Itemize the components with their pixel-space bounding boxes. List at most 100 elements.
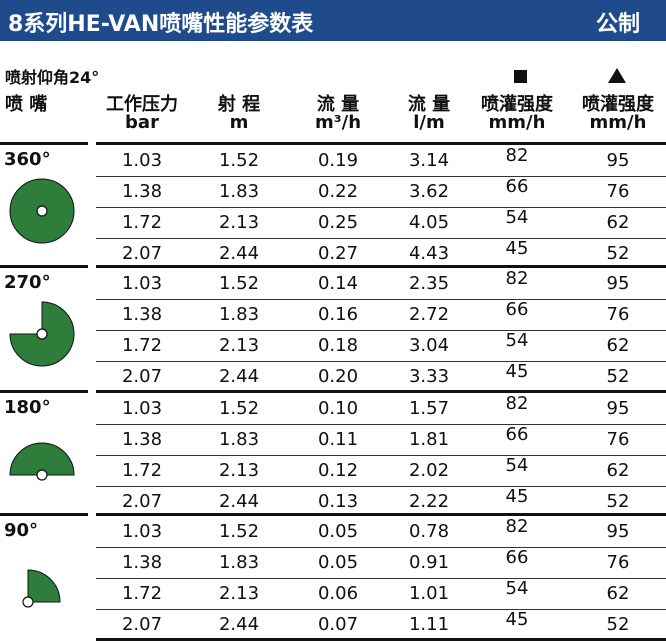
table-cell: 52 — [606, 614, 630, 635]
row-divider — [96, 361, 666, 362]
table-bottom-rule — [96, 638, 666, 641]
column-header-line1: 喷灌强度 — [481, 94, 553, 115]
table-cell: 2.13 — [218, 583, 260, 604]
table-cell: 82 — [505, 393, 529, 414]
nozzle-360-icon — [9, 178, 75, 244]
table-cell: 1.03 — [121, 150, 163, 171]
table-cell: 2.22 — [408, 491, 450, 512]
group-top-rule — [96, 265, 666, 268]
table-cell: 1.03 — [121, 521, 163, 542]
nozzle-spray-shape — [9, 301, 75, 367]
page-title: 8系列HE-VAN喷嘴性能参数表 — [8, 12, 314, 37]
column-header-precip-triangle: 喷灌强度 mm/h — [572, 96, 664, 132]
table-cell: 1.11 — [408, 614, 450, 635]
table-cell: 2.13 — [218, 460, 260, 481]
table-cell: 2.72 — [408, 304, 450, 325]
row-divider — [96, 486, 666, 487]
table-cell: 0.27 — [317, 243, 359, 264]
table-cell: 2.44 — [218, 614, 260, 635]
table-cell: 76 — [606, 181, 630, 202]
row-divider — [96, 455, 666, 456]
table-cell: 1.38 — [121, 429, 163, 450]
table-cell: 1.81 — [408, 429, 450, 450]
nozzle-270-icon — [9, 301, 75, 367]
table-cell: 0.22 — [317, 181, 359, 202]
column-header-flow-m3h: 流 量 m³/h — [290, 96, 386, 132]
table-cell: 95 — [606, 398, 630, 419]
table-cell: 62 — [606, 460, 630, 481]
table-cell: 0.16 — [317, 304, 359, 325]
nozzle-spray-shape — [9, 442, 75, 476]
table-cell: 45 — [505, 609, 529, 630]
table-cell: 62 — [606, 583, 630, 604]
table-cell: 0.12 — [317, 460, 359, 481]
table-cell: 1.38 — [121, 181, 163, 202]
table-cell: 62 — [606, 335, 630, 356]
table-cell: 76 — [606, 552, 630, 573]
column-header-line2: m — [229, 112, 249, 133]
table-cell: 66 — [505, 424, 529, 445]
table-cell: 0.19 — [317, 150, 359, 171]
table-cell: 1.83 — [218, 429, 260, 450]
table-cell: 95 — [606, 150, 630, 171]
table-cell: 66 — [505, 547, 529, 568]
table-cell: 54 — [505, 455, 529, 476]
table-cell: 2.44 — [218, 491, 260, 512]
column-header-line1: 流 量 — [316, 94, 360, 115]
nozzle-90-icon — [22, 569, 61, 608]
table-cell: 2.07 — [121, 614, 163, 635]
column-header-pressure: 工作压力 bar — [96, 96, 188, 132]
title-bar: 8系列HE-VAN喷嘴性能参数表 公制 — [0, 0, 666, 41]
group-top-rule — [96, 142, 666, 145]
row-divider — [96, 547, 666, 548]
table-cell: 2.35 — [408, 273, 450, 294]
table-cell: 2.07 — [121, 491, 163, 512]
column-header-line2: bar — [125, 112, 159, 133]
table-cell: 1.52 — [218, 398, 260, 419]
table-cell: 54 — [505, 207, 529, 228]
column-header-line1: 工作压力 — [106, 94, 178, 115]
nozzle-hub — [22, 596, 34, 608]
table-cell: 1.83 — [218, 181, 260, 202]
table-cell: 0.07 — [317, 614, 359, 635]
nozzle-angle-label: 180° — [4, 397, 51, 418]
table-cell: 2.44 — [218, 243, 260, 264]
group-top-rule — [0, 390, 88, 393]
table-cell: 82 — [505, 268, 529, 289]
column-header-line2: mm/h — [488, 112, 546, 133]
table-cell: 3.33 — [408, 366, 450, 387]
row-divider — [96, 330, 666, 331]
nozzle-hub — [36, 205, 48, 217]
table-cell: 95 — [606, 273, 630, 294]
group-top-rule — [96, 390, 666, 393]
table-cell: 2.07 — [121, 243, 163, 264]
nozzle-hub — [36, 469, 48, 481]
square-marker-icon — [514, 70, 527, 83]
table-cell: 52 — [606, 366, 630, 387]
table-cell: 45 — [505, 361, 529, 382]
table-cell: 1.52 — [218, 150, 260, 171]
table-cell: 2.13 — [218, 335, 260, 356]
column-header-line1: 喷 嘴 — [5, 94, 48, 115]
nozzle-spray-shape — [27, 569, 61, 603]
row-divider — [96, 578, 666, 579]
table-cell: 0.06 — [317, 583, 359, 604]
table-cell: 2.44 — [218, 366, 260, 387]
spray-angle-label: 喷射仰角24° — [5, 68, 100, 87]
table-cell: 0.18 — [317, 335, 359, 356]
column-header-radius: 射 程 m — [196, 96, 282, 132]
column-header-line1: 流 量 — [407, 94, 451, 115]
table-cell: 1.03 — [121, 273, 163, 294]
table-cell: 95 — [606, 521, 630, 542]
column-header-line2: l/m — [413, 112, 445, 133]
nozzle-angle-label: 270° — [4, 272, 51, 293]
table-cell: 2.07 — [121, 366, 163, 387]
nozzle-hub — [36, 328, 48, 340]
table-cell: 0.10 — [317, 398, 359, 419]
table-cell: 1.72 — [121, 335, 163, 356]
table-cell: 4.05 — [408, 212, 450, 233]
table-cell: 0.05 — [317, 521, 359, 542]
table-cell: 54 — [505, 578, 529, 599]
nozzle-angle-label: 90° — [4, 520, 39, 541]
table-cell: 1.03 — [121, 398, 163, 419]
